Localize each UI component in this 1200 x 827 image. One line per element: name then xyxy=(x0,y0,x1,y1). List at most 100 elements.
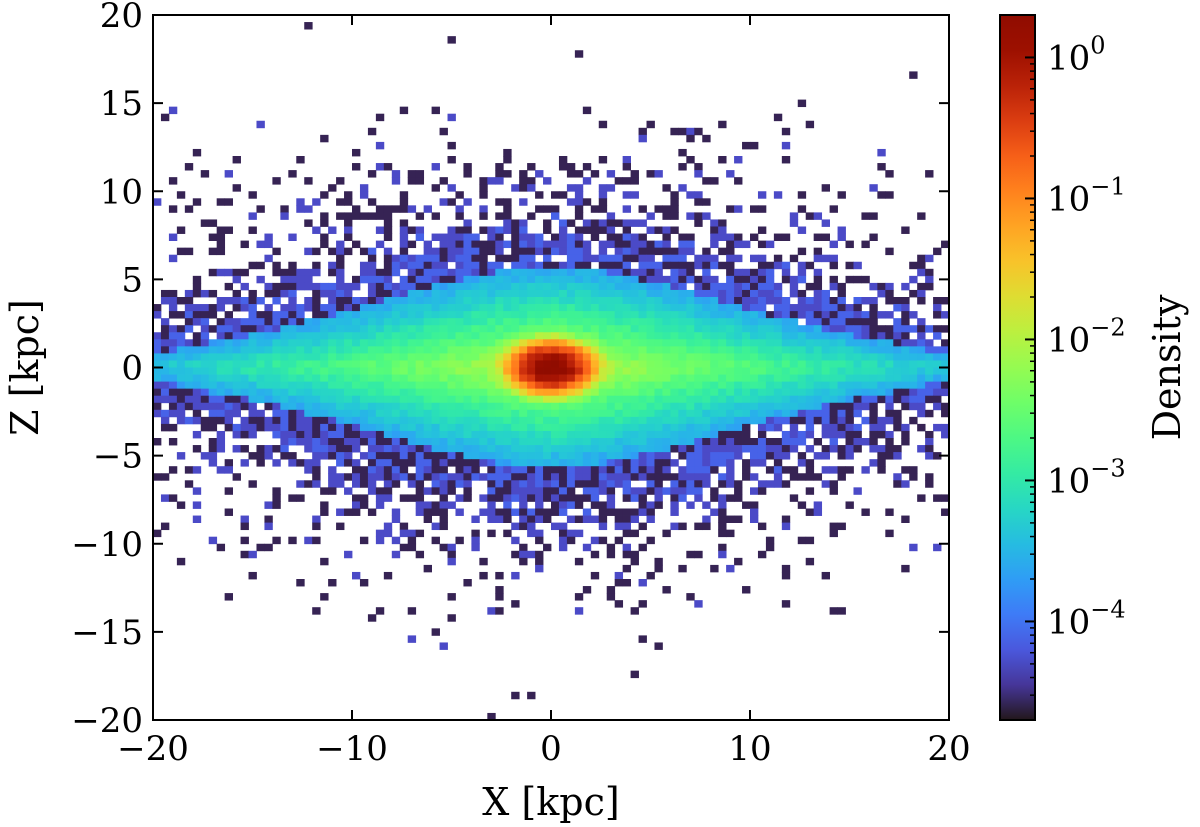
heatmap-cell xyxy=(925,374,934,382)
heatmap-cell xyxy=(336,473,345,481)
heatmap-cell xyxy=(216,268,226,277)
heatmap-cell xyxy=(750,367,759,375)
heatmap-cell xyxy=(678,240,687,249)
heatmap-cell xyxy=(479,275,488,284)
heatmap-cell xyxy=(304,219,313,227)
heatmap-cell xyxy=(463,402,472,411)
heatmap-cell xyxy=(646,282,655,291)
heatmap-cell xyxy=(813,395,823,404)
heatmap-cell xyxy=(439,515,448,523)
heatmap-cell xyxy=(519,388,528,397)
heatmap-cell xyxy=(710,409,719,418)
heatmap-cell xyxy=(328,487,337,495)
heatmap-cell xyxy=(630,240,639,249)
heatmap-cell xyxy=(789,445,799,453)
heatmap-cell xyxy=(503,205,512,213)
heatmap-cell xyxy=(797,275,807,284)
heatmap-cell xyxy=(383,289,393,298)
heatmap-cell xyxy=(566,240,576,249)
heatmap-cell xyxy=(710,304,719,312)
heatmap-cell xyxy=(941,346,950,354)
heatmap-cell xyxy=(718,318,727,326)
heatmap-cell xyxy=(447,557,456,566)
heatmap-cell xyxy=(813,318,823,326)
heatmap-cell xyxy=(821,346,830,354)
heatmap-cell xyxy=(168,388,178,397)
heatmap-cell xyxy=(328,261,337,270)
heatmap-cell xyxy=(742,374,751,382)
heatmap-cell xyxy=(208,268,218,277)
heatmap-cell xyxy=(383,494,393,502)
heatmap-cell xyxy=(320,452,329,460)
heatmap-cell xyxy=(280,416,289,425)
heatmap-cell xyxy=(352,466,361,474)
heatmap-cell xyxy=(543,473,552,481)
heatmap-cell xyxy=(415,388,425,397)
heatmap-cell xyxy=(423,311,432,319)
heatmap-cell xyxy=(718,156,727,164)
heatmap-cell xyxy=(742,268,751,277)
heatmap-cell xyxy=(312,374,321,382)
heatmap-cell xyxy=(726,170,735,178)
heatmap-cell xyxy=(391,318,401,326)
heatmap-cell xyxy=(917,339,926,347)
heatmap-cell xyxy=(821,289,830,298)
heatmap-cell xyxy=(662,466,671,474)
heatmap-cell xyxy=(431,487,440,495)
heatmap-cell xyxy=(535,311,544,319)
heatmap-cell xyxy=(686,501,695,509)
heatmap-cell xyxy=(805,304,815,312)
heatmap-cell xyxy=(582,508,592,516)
heatmap-cell xyxy=(614,254,624,263)
heatmap-cell xyxy=(726,430,735,439)
heatmap-cell xyxy=(829,522,838,531)
heatmap-cell xyxy=(558,247,568,256)
heatmap-cell xyxy=(678,325,687,333)
heatmap-cell xyxy=(670,459,679,467)
heatmap-cell xyxy=(543,219,552,227)
heatmap-cell xyxy=(558,268,568,277)
heatmap-cell xyxy=(415,339,425,347)
heatmap-cell xyxy=(495,360,504,368)
heatmap-cell xyxy=(558,156,568,164)
heatmap-cell xyxy=(837,466,846,474)
heatmap-cell xyxy=(614,430,624,439)
heatmap-cell xyxy=(543,374,552,382)
heatmap-cell xyxy=(407,177,417,185)
heatmap-cell xyxy=(296,423,305,432)
heatmap-cell xyxy=(463,289,472,298)
heatmap-cell xyxy=(638,297,647,305)
heatmap-cell xyxy=(590,170,600,178)
heatmap-cell xyxy=(829,339,838,347)
heatmap-cell xyxy=(352,275,361,284)
heatmap-cell xyxy=(853,423,862,432)
heatmap-cell xyxy=(487,226,496,234)
heatmap-cell xyxy=(638,438,647,446)
heatmap-cell xyxy=(272,282,281,291)
heatmap-cell xyxy=(742,304,751,312)
heatmap-cell xyxy=(248,226,257,234)
heatmap-cell xyxy=(757,191,767,199)
heatmap-cell xyxy=(280,452,289,460)
heatmap-cell xyxy=(359,438,369,446)
heatmap-cell xyxy=(216,445,226,453)
heatmap-cell xyxy=(391,409,401,418)
heatmap-cell xyxy=(566,423,576,432)
heatmap-cell xyxy=(614,402,624,411)
heatmap-cell xyxy=(367,297,377,305)
heatmap-cell xyxy=(463,494,472,502)
heatmap-cell xyxy=(781,564,791,573)
heatmap-cell xyxy=(399,402,409,411)
heatmap-cell xyxy=(853,388,862,397)
heatmap-cell xyxy=(240,515,249,523)
heatmap-cell xyxy=(479,282,488,291)
heatmap-cell xyxy=(821,395,830,404)
heatmap-cell xyxy=(582,494,592,502)
heatmap-cell xyxy=(511,388,520,397)
heatmap-cell xyxy=(598,515,608,523)
heatmap-cell xyxy=(718,304,727,312)
heatmap-cell xyxy=(375,311,385,319)
heatmap-cell xyxy=(622,515,631,523)
heatmap-cell xyxy=(702,452,711,460)
heatmap-cell xyxy=(765,332,775,340)
